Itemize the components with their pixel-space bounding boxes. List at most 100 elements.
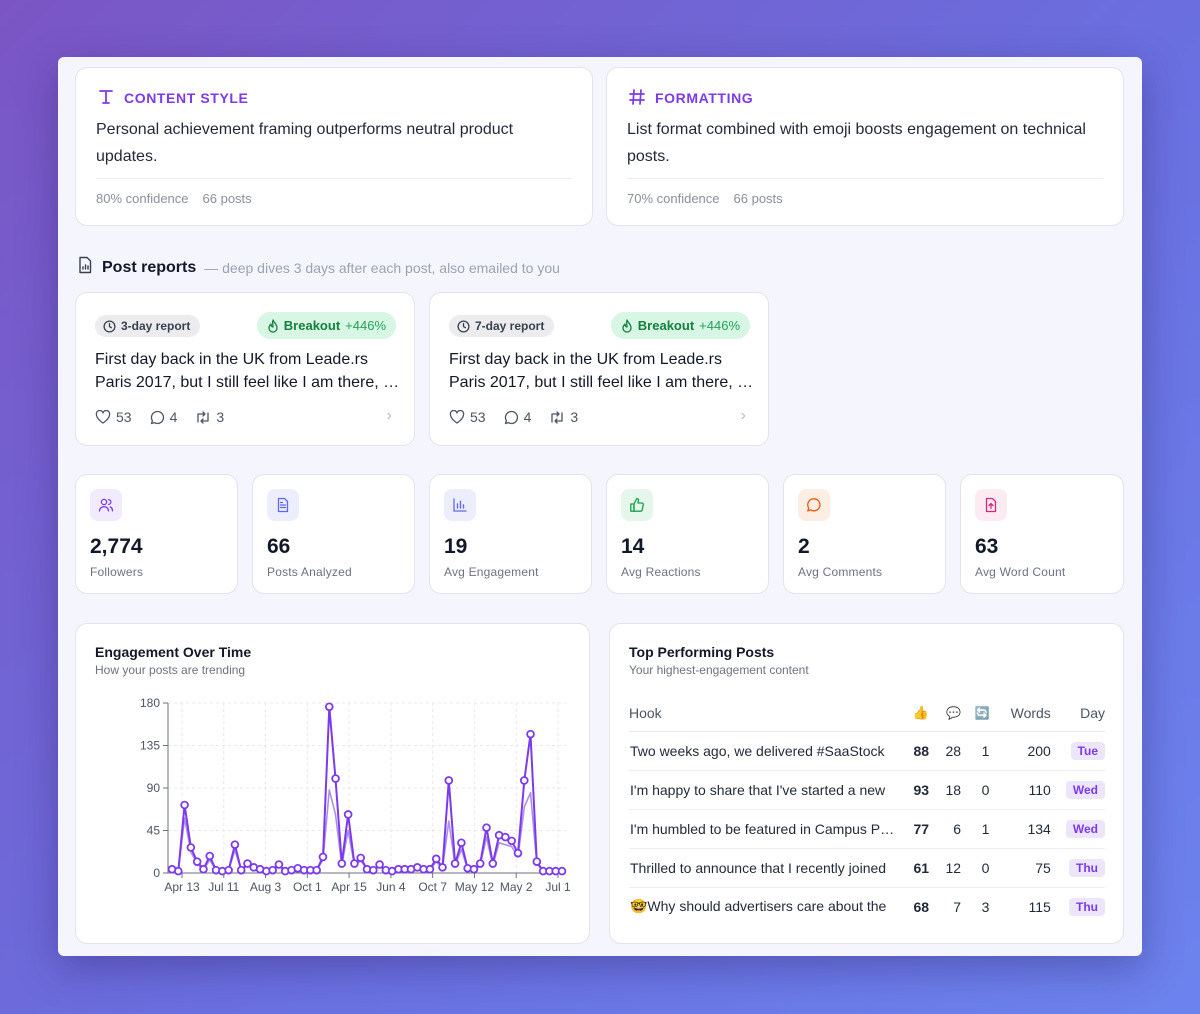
chevron-right-icon[interactable]: › <box>386 407 392 424</box>
row-likes: 61 <box>897 848 930 888</box>
row-comments: 7 <box>953 898 962 915</box>
comments-count: 4 <box>523 409 532 425</box>
x-tick-label: Jul 11 <box>208 880 239 894</box>
reposts-stat: 3 <box>195 409 224 425</box>
engagement-line-chart: 0 45 90 135 180 Apr 13 Jul 11 Aug 3 Oct 1 Apr 15 J… <box>140 696 571 894</box>
table-row[interactable]: 🤓Why should advertisers care about the 6… <box>629 887 1105 926</box>
table-row[interactable]: I'm humbled to be featured in Campus Par… <box>629 809 1105 849</box>
comments-count: 4 <box>169 409 178 425</box>
x-tick-label: May 2 <box>500 880 533 894</box>
metric-label: Avg Reactions <box>621 565 701 579</box>
row-hook: Thrilled to announce that I recently joi… <box>629 848 897 888</box>
heart-icon <box>449 410 465 424</box>
likes-stat: 53 <box>95 409 132 425</box>
insight-posts: 66 posts <box>733 191 783 206</box>
data-point <box>186 843 196 852</box>
data-point <box>230 840 240 849</box>
insight-confidence: 70% confidence <box>627 191 720 206</box>
data-point <box>337 859 347 868</box>
data-point <box>324 702 334 712</box>
data-point <box>356 853 366 863</box>
divider <box>627 178 1103 179</box>
table-row[interactable]: Two weeks ago, we delivered #SaaStock 88… <box>629 731 1105 771</box>
row-reposts: 0 <box>961 770 990 810</box>
y-tick-label: 45 <box>147 824 161 838</box>
insight-posts: 66 posts <box>202 191 252 206</box>
data-point <box>526 729 535 739</box>
row-day: Thu <box>1069 897 1105 916</box>
row-day: Wed <box>1065 819 1105 838</box>
y-tick-label: 180 <box>140 696 160 710</box>
post-report-card[interactable]: 3-day report Breakout +446% First day ba… <box>75 292 415 446</box>
breakout-percent: +446% <box>345 318 386 333</box>
col-hook: Hook <box>629 696 897 732</box>
data-point <box>192 857 202 866</box>
x-tick-label: Jun 4 <box>376 880 406 894</box>
metric-value: 2,774 <box>90 535 143 558</box>
row-likes: 68 <box>913 898 930 915</box>
y-tick-label: 90 <box>147 781 161 795</box>
col-words: Words <box>989 696 1051 732</box>
row-likes: 88 <box>897 731 930 771</box>
y-tick-label: 135 <box>140 739 160 753</box>
metric-card-avg-comments: 2 Avg Comments <box>783 474 946 594</box>
metric-value: 66 <box>267 535 291 558</box>
data-point <box>457 838 466 848</box>
metric-card-posts-analyzed: 66 Posts Analyzed <box>252 474 415 594</box>
likes-stat: 53 <box>449 409 486 425</box>
chart-subtitle: How your posts are trending <box>95 663 246 677</box>
table-row[interactable]: I'm happy to share that I've started a n… <box>629 770 1105 810</box>
insight-confidence: 80% confidence <box>96 191 189 206</box>
post-report-card[interactable]: 7-day report Breakout +446% First day ba… <box>429 292 769 446</box>
series-line-0 <box>171 705 562 873</box>
likes-count: 53 <box>116 409 132 425</box>
clock-icon <box>457 319 470 333</box>
x-tick-label: Apr 15 <box>331 880 367 894</box>
table-row[interactable]: Thrilled to announce that I recently joi… <box>629 848 1105 888</box>
dashboard-panel: CONTENT STYLE Personal achievement frami… <box>58 57 1142 956</box>
document-icon <box>267 489 299 521</box>
row-comments: 12 <box>929 848 962 888</box>
data-point <box>475 859 485 868</box>
breakout-badge: Breakout +446% <box>610 312 750 339</box>
data-point <box>368 865 378 875</box>
report-badge-label: 3-day report <box>121 319 191 333</box>
insight-card-formatting: FORMATTING List format combined with emo… <box>606 67 1124 226</box>
data-point <box>318 852 328 862</box>
likes-count: 53 <box>470 409 486 425</box>
report-post-title: First day back in the UK from Leade.rs P… <box>95 348 400 394</box>
reposts-count: 3 <box>570 409 579 425</box>
data-point <box>469 864 479 874</box>
col-reposts: 🔄 <box>961 696 990 732</box>
metric-label: Followers <box>90 565 144 579</box>
data-point <box>431 854 441 864</box>
data-point <box>488 859 498 868</box>
report-badge: 3-day report <box>95 315 201 337</box>
data-point <box>268 865 277 875</box>
row-words: 110 <box>989 770 1051 810</box>
row-hook: Two weeks ago, we delivered #SaaStock <box>629 731 897 771</box>
report-title-line2: Paris 2017, but I still feel like I am t… <box>449 374 754 391</box>
row-reposts: 1 <box>961 731 990 771</box>
report-post-title: First day back in the UK from Leade.rs P… <box>449 348 754 394</box>
comments-stat: 4 <box>504 409 532 425</box>
data-point <box>350 859 359 868</box>
data-point <box>224 865 233 875</box>
post-reports-header: Post reports — deep dives 3 days after e… <box>76 256 560 279</box>
report-title-line1: First day back in the UK from Leade.rs <box>95 351 368 368</box>
row-comments: 18 <box>929 770 962 810</box>
metric-label: Avg Engagement <box>444 565 539 579</box>
row-hook: 🤓Why should advertisers care about the <box>630 898 887 915</box>
chevron-right-icon[interactable]: › <box>740 407 746 424</box>
report-icon <box>76 256 94 279</box>
section-subtitle: — deep dives 3 days after each post, als… <box>204 259 560 276</box>
repost-icon <box>551 410 564 424</box>
x-tick-label: Jul 1 <box>545 880 571 894</box>
metric-label: Posts Analyzed <box>267 565 352 579</box>
metric-card-avg-word-count: 63 Avg Word Count <box>960 474 1124 594</box>
insight-text: List format combined with emoji boosts e… <box>627 121 1086 165</box>
data-point <box>501 832 510 842</box>
flame-icon <box>268 318 278 333</box>
data-point <box>180 800 189 810</box>
thumbs-up-icon <box>621 489 653 521</box>
